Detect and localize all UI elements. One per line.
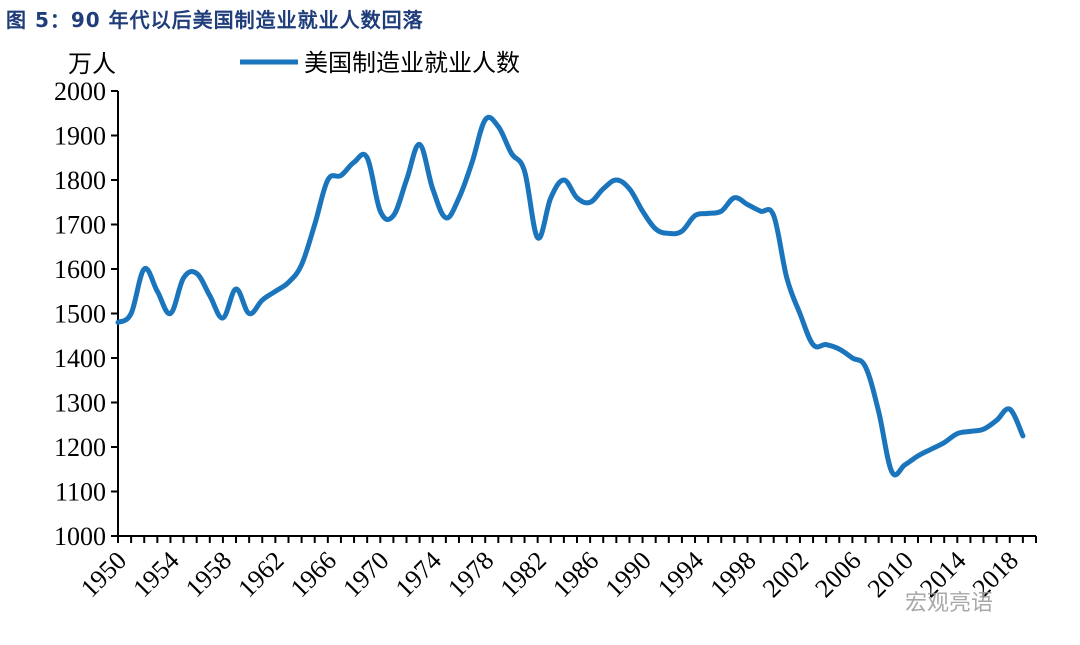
x-tick-label: 1982 <box>495 546 552 603</box>
y-tick-label: 1500 <box>54 300 106 329</box>
y-tick-label: 1700 <box>54 211 106 240</box>
y-tick-label: 1300 <box>54 389 106 418</box>
x-tick-label: 1950 <box>75 546 132 603</box>
y-tick-label: 1800 <box>54 166 106 195</box>
x-tick-label: 1986 <box>547 546 604 603</box>
x-tick-label: 1962 <box>232 546 289 603</box>
x-tick-label: 1958 <box>180 546 237 603</box>
y-tick-label: 1900 <box>54 122 106 151</box>
figure-title: 图 5：90 年代以后美国制造业就业人数回落 <box>6 8 424 32</box>
y-tick-label: 1100 <box>55 478 106 507</box>
x-tick-label: 1978 <box>442 546 499 603</box>
y-tick-label: 1400 <box>54 344 106 373</box>
y-tick-label: 1200 <box>54 433 106 462</box>
series-line-manufacturing-employment <box>115 114 1026 478</box>
y-axis-unit: 万人 <box>68 50 116 78</box>
x-tick-label: 1974 <box>390 546 447 603</box>
x-tick-label: 2002 <box>757 546 814 603</box>
y-tick-label: 2000 <box>54 77 106 106</box>
legend-label: 美国制造业就业人数 <box>304 49 520 77</box>
y-tick-label: 1600 <box>54 255 106 284</box>
x-tick-label: 1966 <box>285 546 342 603</box>
series-group <box>115 114 1026 478</box>
x-tick-label: 1998 <box>704 546 761 603</box>
x-tick-label: 2006 <box>809 546 866 603</box>
x-tick-label: 1990 <box>600 546 657 603</box>
x-ticks: 1950195419581962196619701974197819821986… <box>75 536 1037 603</box>
x-tick-label: 1994 <box>652 546 709 603</box>
watermark: 宏观亮语 <box>905 591 994 616</box>
y-ticks: 1000 1100 1200 1300 1400 1500 1600 1700 1800 1900… <box>54 77 118 551</box>
x-tick-label: 1954 <box>127 546 184 603</box>
y-tick-label: 1000 <box>54 522 106 551</box>
x-tick-label: 1970 <box>337 546 394 603</box>
